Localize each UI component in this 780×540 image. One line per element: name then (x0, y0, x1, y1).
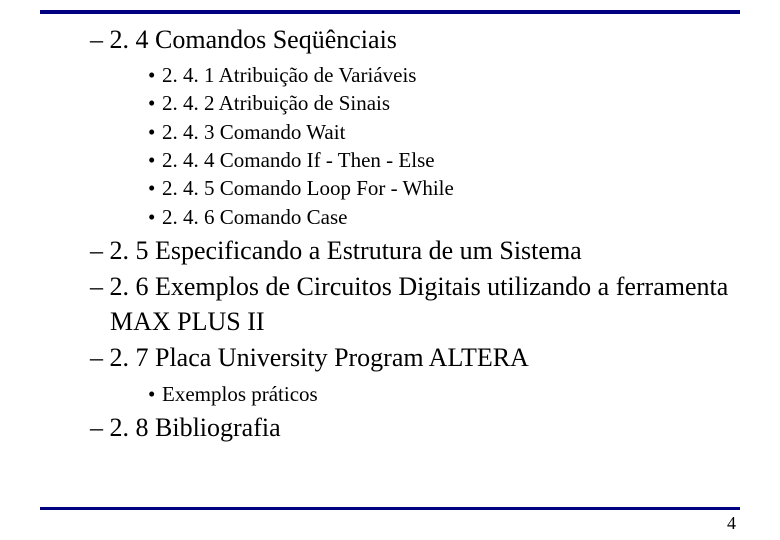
outline-item-label: 2. 5 Especificando a Estrutura de um Sis… (110, 236, 582, 265)
outline-sublist: •Exemplos práticos (40, 380, 740, 408)
outline-item-label: 2. 8 Bibliografia (110, 413, 281, 442)
outline-content: – 2. 4 Comandos Seqüênciais •2. 4. 1 Atr… (40, 22, 740, 500)
outline-item-label: 2. 4 Comandos Seqüênciais (110, 25, 397, 54)
outline-subitem-label: Exemplos práticos (162, 382, 318, 406)
outline-item: – 2. 8 Bibliografia (90, 410, 740, 445)
dash-bullet: – (90, 413, 110, 442)
outline-subitem: •2. 4. 4 Comando If - Then - Else (148, 146, 740, 174)
dash-bullet: – (90, 236, 110, 265)
bottom-rule (40, 507, 740, 510)
outline-subitem-label: 2. 4. 6 Comando Case (162, 205, 347, 229)
outline-subitem: •2. 4. 3 Comando Wait (148, 118, 740, 146)
outline-subitem: •2. 4. 1 Atribuição de Variáveis (148, 61, 740, 89)
outline-subitem: •2. 4. 2 Atribuição de Sinais (148, 89, 740, 117)
disc-bullet: • (148, 89, 162, 117)
dash-bullet: – (90, 343, 110, 372)
disc-bullet: • (148, 118, 162, 146)
disc-bullet: • (148, 174, 162, 202)
disc-bullet: • (148, 380, 162, 408)
outline-subitem-label: 2. 4. 3 Comando Wait (162, 120, 345, 144)
page-number: 4 (727, 513, 736, 534)
top-rule (40, 10, 740, 14)
disc-bullet: • (148, 203, 162, 231)
disc-bullet: • (148, 61, 162, 89)
outline-subitem-label: 2. 4. 2 Atribuição de Sinais (162, 91, 390, 115)
outline-subitem: •Exemplos práticos (148, 380, 740, 408)
outline-subitem: •2. 4. 5 Comando Loop For - While (148, 174, 740, 202)
outline-subitem-label: 2. 4. 5 Comando Loop For - While (162, 176, 454, 200)
outline-item: – 2. 7 Placa University Program ALTERA (90, 340, 740, 375)
outline-subitem-label: 2. 4. 4 Comando If - Then - Else (162, 148, 435, 172)
outline-subitem: •2. 4. 6 Comando Case (148, 203, 740, 231)
outline-item-label: 2. 7 Placa University Program ALTERA (110, 343, 529, 372)
outline-item-label: 2. 6 Exemplos de Circuitos Digitais util… (110, 272, 729, 336)
slide: – 2. 4 Comandos Seqüênciais •2. 4. 1 Atr… (0, 0, 780, 540)
outline-subitem-label: 2. 4. 1 Atribuição de Variáveis (162, 63, 416, 87)
dash-bullet: – (90, 25, 110, 54)
disc-bullet: • (148, 146, 162, 174)
dash-bullet: – (90, 272, 110, 301)
outline-sublist: •2. 4. 1 Atribuição de Variáveis •2. 4. … (40, 61, 740, 231)
outline-item: – 2. 4 Comandos Seqüênciais (90, 22, 740, 57)
outline-item: – 2. 5 Especificando a Estrutura de um S… (90, 233, 740, 268)
outline-item: – 2. 6 Exemplos de Circuitos Digitais ut… (90, 269, 740, 339)
